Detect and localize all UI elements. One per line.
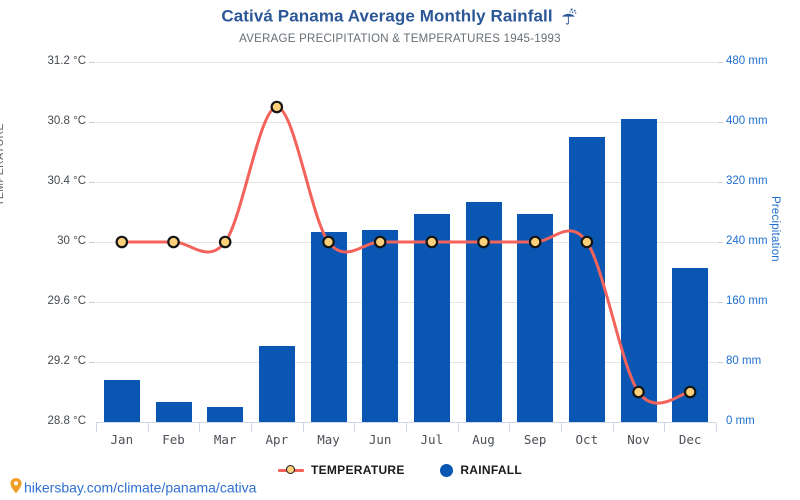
- right-tick-label: 320 mm: [726, 175, 768, 187]
- month-label-feb: Feb: [162, 432, 185, 447]
- month-label-mar: Mar: [213, 432, 237, 447]
- axis-tick: [717, 302, 723, 303]
- x-axis-tick: [561, 423, 562, 432]
- bar-dec[interactable]: [672, 268, 709, 422]
- month-label-nov: Nov: [627, 432, 650, 447]
- left-tick-label: 30.8 °C: [47, 115, 86, 127]
- page-title: Cativá Panama Average Monthly Rainfall: [221, 6, 553, 26]
- circle-icon: [440, 463, 454, 477]
- line-marker-icon: [277, 465, 304, 475]
- axis-tick: [89, 182, 95, 183]
- source-link[interactable]: hikersbay.com/climate/panama/cativa: [10, 478, 256, 495]
- bar-oct[interactable]: [568, 137, 605, 422]
- axis-tick: [717, 182, 723, 183]
- axis-tick: [717, 122, 723, 123]
- x-axis-tick: [251, 423, 252, 432]
- right-tick-label: 0 mm: [726, 415, 755, 427]
- axis-tick: [89, 62, 95, 63]
- axis-tick: [89, 362, 95, 363]
- left-tick-label: 31.2 °C: [47, 55, 86, 67]
- left-tick-label: 30.4 °C: [47, 175, 86, 187]
- axis-tick: [717, 242, 723, 243]
- legend-label-rainfall: RAINFALL: [460, 463, 523, 478]
- bar-sep[interactable]: [517, 214, 554, 422]
- bar-feb[interactable]: [155, 401, 192, 422]
- left-axis-title: TEMPERATURE: [0, 123, 6, 206]
- plot-area: [89, 62, 723, 422]
- x-axis-tick: [509, 423, 511, 432]
- bar-jan[interactable]: [103, 380, 140, 422]
- bar-mar[interactable]: [207, 407, 244, 422]
- month-label-jul: Jul: [420, 432, 444, 447]
- axis-tick: [89, 302, 95, 303]
- bar-apr[interactable]: [258, 346, 295, 422]
- x-axis-tick: [612, 423, 614, 432]
- legend-item-rainfall[interactable]: RAINFALL: [440, 462, 522, 477]
- x-axis-tick: [96, 423, 97, 432]
- bar-jun[interactable]: [362, 230, 399, 422]
- chart-subtitle: AVERAGE PRECIPITATION & TEMPERATURES 194…: [239, 33, 561, 45]
- right-tick-label: 400 mm: [726, 115, 768, 127]
- left-tick-label: 28.8 °C: [47, 415, 86, 427]
- month-label-jun: Jun: [368, 432, 392, 447]
- x-axis-tick: [406, 423, 407, 432]
- month-label-sep: Sep: [523, 432, 547, 447]
- bar-aug[interactable]: [465, 202, 502, 422]
- axis-tick: [717, 362, 723, 363]
- right-axis-title: Precipitation: [769, 196, 781, 262]
- right-tick-label: 240 mm: [726, 235, 768, 247]
- left-tick-label: 30 °C: [57, 235, 86, 247]
- right-tick-label: 480 mm: [726, 55, 768, 67]
- legend-label-temperature: TEMPERATURE: [310, 463, 405, 478]
- bar-nov[interactable]: [620, 119, 657, 422]
- chart-title: Cativá Panama Average Monthly Rainfall: [0, 6, 800, 27]
- x-axis-tick: [457, 423, 459, 432]
- source-url: hikersbay.com/climate/panama/cativa: [24, 479, 257, 496]
- x-axis-tick: [147, 423, 149, 432]
- month-label-may: May: [317, 432, 340, 447]
- month-label-oct: Oct: [575, 432, 599, 447]
- x-axis-tick: [716, 423, 717, 432]
- gridline: [96, 62, 716, 63]
- x-axis-tick: [199, 423, 201, 432]
- legend-item-temperature[interactable]: TEMPERATURE: [277, 462, 405, 478]
- left-tick-label: 29.2 °C: [47, 355, 86, 367]
- x-axis-tick: [664, 423, 666, 432]
- right-tick-label: 160 mm: [726, 295, 768, 307]
- axis-tick: [89, 122, 95, 123]
- bar-jul[interactable]: [413, 214, 450, 422]
- month-label-jan: Jan: [110, 432, 134, 447]
- chart-legend: TEMPERATURE RAINFALL: [0, 462, 800, 477]
- x-axis-tick: [354, 423, 356, 432]
- axis-tick: [717, 62, 723, 63]
- month-label-apr: Apr: [265, 432, 289, 447]
- bar-may[interactable]: [310, 232, 347, 422]
- left-tick-label: 29.6 °C: [47, 295, 86, 307]
- right-tick-label: 80 mm: [726, 355, 762, 367]
- x-axis-line: [96, 422, 716, 423]
- umbrella-rain-icon: [559, 7, 579, 27]
- location-pin-icon: [10, 478, 22, 494]
- month-label-dec: Dec: [678, 432, 702, 447]
- month-label-aug: Aug: [472, 432, 495, 447]
- axis-tick: [89, 242, 95, 243]
- x-axis-tick: [302, 423, 304, 432]
